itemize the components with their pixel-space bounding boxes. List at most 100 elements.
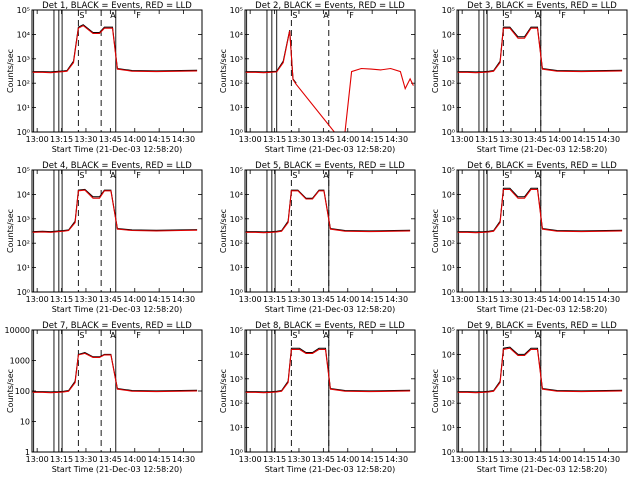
x-tick-label: 14:30 — [385, 295, 408, 304]
x-tick-label: 14:00 — [548, 135, 571, 144]
y-tick-label: 10¹ — [442, 424, 455, 433]
flag-label: A — [110, 331, 116, 340]
x-tick-label: 13:45 — [312, 295, 335, 304]
flag-label: F — [136, 171, 141, 180]
y-tick-label: 10³ — [230, 215, 243, 224]
x-tick-label: 14:00 — [548, 455, 571, 464]
panel-title: Det 4, BLACK = Events, RED = LLD — [42, 161, 192, 171]
x-tick-label: 13:00 — [239, 135, 262, 144]
panel-frame — [244, 329, 416, 453]
x-tick-label: 13:45 — [312, 455, 335, 464]
y-tick-label: 10⁵ — [442, 6, 455, 15]
y-axis-label: Counts/sec — [431, 49, 440, 93]
panel-title: Det 8, BLACK = Events, RED = LLD — [255, 321, 405, 331]
flag-label: A — [110, 11, 116, 20]
y-tick-label: 10³ — [230, 375, 243, 384]
y-tick-label: 10⁴ — [442, 350, 455, 359]
x-tick-label: 13:30 — [499, 455, 522, 464]
y-tick-label: 10² — [17, 239, 30, 248]
x-tick-label: 14:30 — [172, 455, 195, 464]
x-tick-label: 14:30 — [385, 455, 408, 464]
y-tick-label: 10¹ — [442, 104, 455, 113]
panel-title: Det 5, BLACK = Events, RED = LLD — [255, 161, 405, 171]
flag-label: F — [561, 171, 566, 180]
x-tick-label: 13:00 — [451, 135, 474, 144]
y-tick-label: 10³ — [442, 215, 455, 224]
y-tick-label: 10² — [17, 79, 30, 88]
events-series-line — [457, 26, 623, 73]
y-tick-label: 10⁴ — [230, 30, 243, 39]
y-tick-label: 10² — [442, 79, 455, 88]
y-tick-label: 10⁴ — [17, 190, 30, 199]
x-tick-label: 13:45 — [312, 135, 335, 144]
flag-label: F — [136, 11, 141, 20]
y-tick-label: 10⁵ — [230, 326, 243, 335]
x-tick-label: 14:15 — [148, 455, 171, 464]
x-tick-label: 14:30 — [385, 135, 408, 144]
x-tick-label: 13:45 — [99, 295, 122, 304]
y-tick-label: 1000 — [10, 357, 30, 366]
y-tick-label: 10⁰ — [230, 448, 243, 457]
y-tick-label: 10⁴ — [230, 190, 243, 199]
x-tick-label: 13:45 — [99, 135, 122, 144]
x-tick-label: 13:15 — [50, 455, 73, 464]
flag-label: F — [561, 11, 566, 20]
y-tick-label: 10⁰ — [230, 288, 243, 297]
x-tick-label: 13:00 — [239, 295, 262, 304]
x-tick-label: 14:00 — [123, 135, 146, 144]
lld-series-line — [245, 30, 414, 132]
x-tick-label: 13:15 — [263, 295, 286, 304]
y-tick-label: 10⁵ — [17, 166, 30, 175]
x-tick-label: 13:15 — [263, 455, 286, 464]
x-tick-label: 14:00 — [336, 455, 359, 464]
x-tick-label: 13:30 — [287, 295, 310, 304]
flag-label: S — [292, 171, 297, 180]
x-tick-label: 14:30 — [597, 135, 620, 144]
x-tick-label: 13:30 — [499, 135, 522, 144]
lld-series-line — [457, 27, 623, 74]
flag-label: S — [79, 11, 84, 20]
x-tick-label: 13:30 — [287, 455, 310, 464]
y-axis-label: Counts/sec — [431, 209, 440, 253]
lld-series-line — [457, 188, 623, 234]
flag-label: A — [535, 11, 541, 20]
x-axis-label: Start Time (21-Dec-03 12:58:20) — [52, 145, 183, 154]
lld-series-line — [32, 352, 198, 394]
y-tick-label: 1 — [25, 448, 30, 457]
y-tick-label: 10⁴ — [230, 350, 243, 359]
x-tick-label: 13:45 — [524, 295, 547, 304]
x-tick-label: 13:15 — [50, 135, 73, 144]
flag-label: F — [349, 171, 354, 180]
x-tick-label: 14:30 — [597, 295, 620, 304]
y-tick-label: 10¹ — [230, 104, 243, 113]
y-tick-label: 10¹ — [230, 264, 243, 273]
y-tick-label: 10⁰ — [17, 288, 30, 297]
x-tick-label: 13:00 — [451, 455, 474, 464]
y-axis-label: Counts/sec — [219, 209, 228, 253]
x-tick-label: 13:00 — [26, 455, 49, 464]
y-tick-label: 10³ — [442, 55, 455, 64]
y-tick-label: 10³ — [230, 55, 243, 64]
x-tick-label: 14:30 — [172, 135, 195, 144]
x-tick-label: 13:30 — [499, 295, 522, 304]
events-series-line — [32, 188, 198, 233]
y-tick-label: 10⁰ — [230, 128, 243, 137]
x-tick-label: 13:45 — [99, 455, 122, 464]
y-tick-label: 10² — [230, 399, 243, 408]
x-axis-label: Start Time (21-Dec-03 12:58:20) — [265, 305, 396, 314]
x-tick-label: 13:15 — [475, 455, 498, 464]
x-axis-label: Start Time (21-Dec-03 12:58:20) — [477, 465, 608, 474]
x-tick-label: 14:15 — [361, 455, 384, 464]
flag-label: F — [349, 331, 354, 340]
x-tick-label: 14:00 — [123, 455, 146, 464]
x-tick-label: 14:15 — [148, 295, 171, 304]
y-tick-label: 100 — [15, 387, 30, 396]
x-axis-label: Start Time (21-Dec-03 12:58:20) — [52, 305, 183, 314]
events-series-line — [457, 187, 623, 233]
